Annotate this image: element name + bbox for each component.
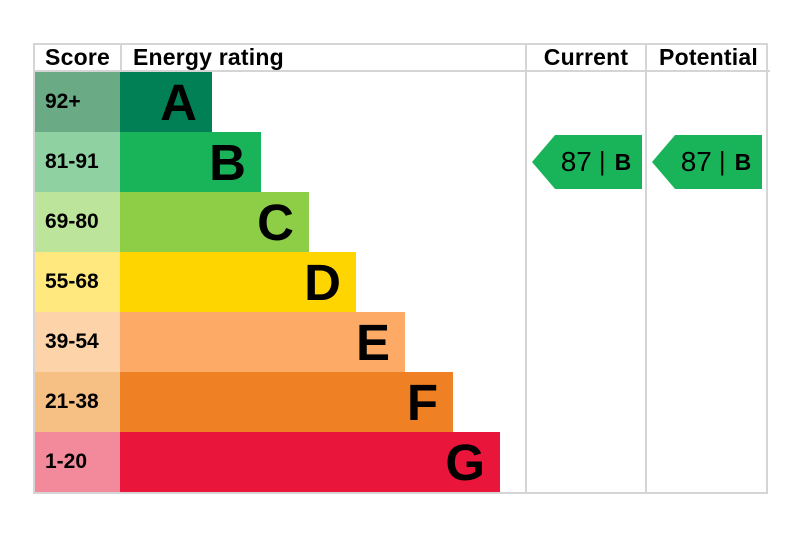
band-bar-f: F xyxy=(120,372,453,432)
band-row: E xyxy=(120,312,525,372)
score-range-e: 39-54 xyxy=(35,312,120,372)
potential-arrow: 87 | B xyxy=(652,135,762,189)
score-range-c: 69-80 xyxy=(35,192,120,252)
current-grade-letter: B xyxy=(614,148,632,175)
score-range-g: 1-20 xyxy=(35,432,120,492)
current-column: 87 | B xyxy=(525,72,645,492)
band-row: B xyxy=(120,132,525,192)
score-range-d: 55-68 xyxy=(35,252,120,312)
band-bar-e: E xyxy=(120,312,405,372)
potential-column: 87 | B xyxy=(645,72,770,492)
header-energy-rating: Energy rating xyxy=(120,44,525,72)
band-row: C xyxy=(120,192,525,252)
potential-score-value: 87 xyxy=(680,146,712,177)
score-range-b: 81-91 xyxy=(35,132,120,192)
band-bar-c: C xyxy=(120,192,309,252)
header-potential: Potential xyxy=(645,44,770,72)
score-range-a: 92+ xyxy=(35,72,120,132)
band-row: F xyxy=(120,372,525,432)
header-score: Score xyxy=(35,44,120,72)
epc-table: Score Energy rating Current Potential 92… xyxy=(33,43,770,494)
band-bar-d: D xyxy=(120,252,356,312)
score-range-f: 21-38 xyxy=(35,372,120,432)
band-bar-b: B xyxy=(120,132,261,192)
band-row: A xyxy=(120,72,525,132)
band-bar-a: A xyxy=(120,72,212,132)
band-bar-g: G xyxy=(120,432,500,492)
header-current: Current xyxy=(525,44,645,72)
arrow-separator: | xyxy=(718,145,726,176)
arrow-separator: | xyxy=(598,145,606,176)
current-score-value: 87 xyxy=(560,146,592,177)
band-row: D xyxy=(120,252,525,312)
potential-grade-letter: B xyxy=(734,148,752,175)
current-arrow: 87 | B xyxy=(532,135,642,189)
band-row: G xyxy=(120,432,525,492)
